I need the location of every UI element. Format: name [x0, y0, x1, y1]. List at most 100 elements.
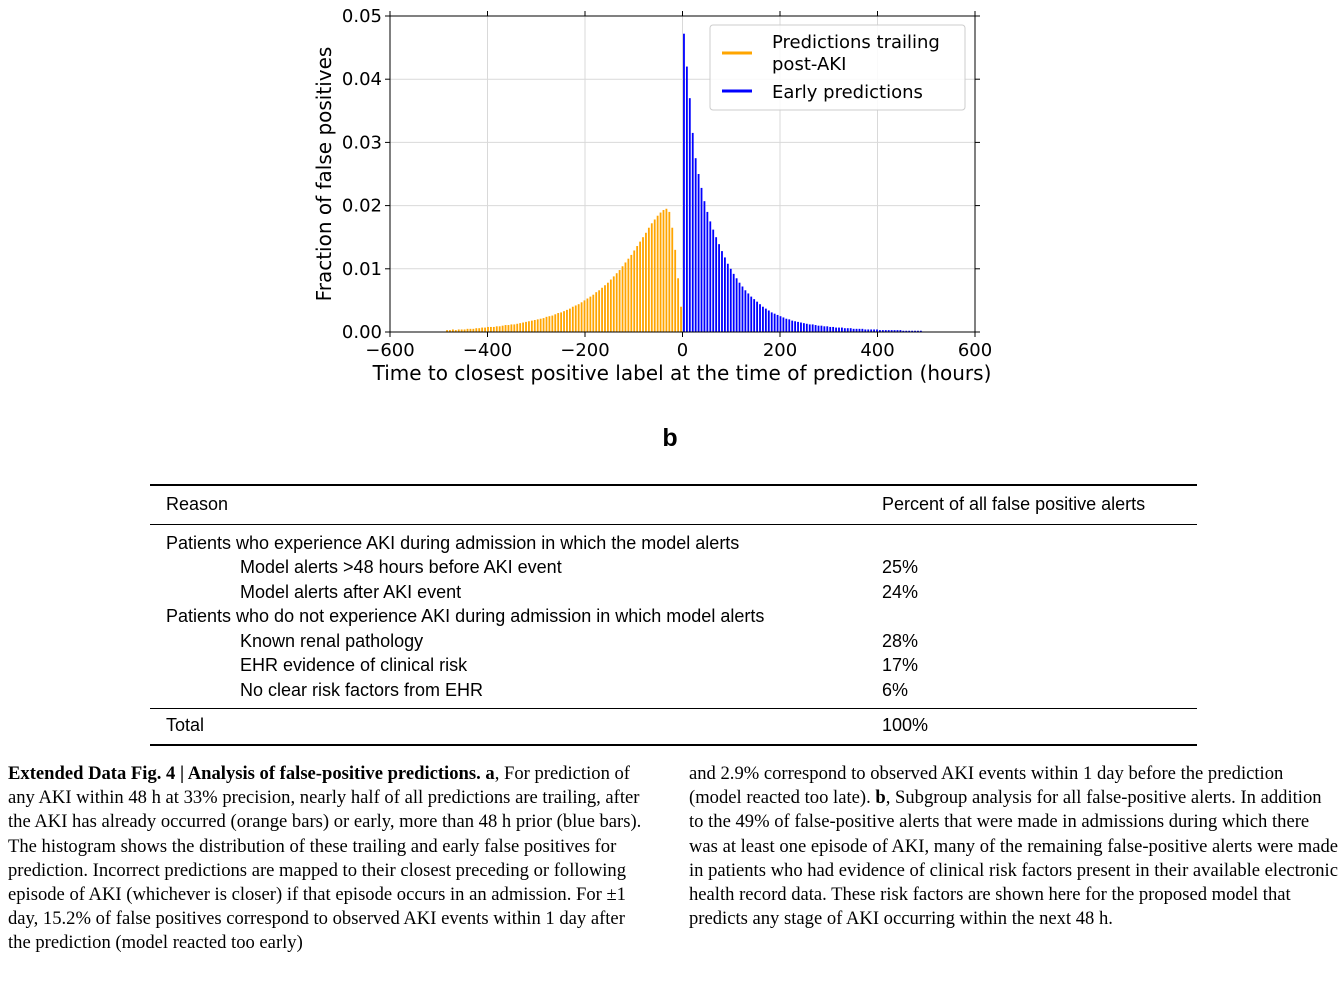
- bar-early: [785, 318, 788, 332]
- bar-trailing: [539, 318, 542, 332]
- percent-cell: [882, 524, 1197, 555]
- bar-trailing: [516, 323, 519, 332]
- bar-early: [756, 301, 758, 332]
- bar-early: [805, 323, 808, 332]
- reason-cell: Patients who do not experience AKI durin…: [166, 606, 765, 626]
- bar-early: [864, 329, 867, 332]
- bar-trailing: [560, 312, 563, 332]
- caption-panel-b-label: b: [875, 787, 886, 809]
- bar-trailing: [478, 328, 481, 332]
- bar-trailing: [674, 249, 677, 332]
- bar-trailing: [621, 266, 624, 332]
- table-header-row: Reason Percent of all false positive ale…: [150, 485, 1197, 524]
- bar-early: [712, 229, 715, 332]
- bar-trailing: [577, 304, 580, 332]
- bar-trailing: [595, 292, 598, 332]
- bar-trailing: [484, 327, 486, 332]
- reason-cell: Patients who experience AKI during admis…: [166, 532, 740, 553]
- bar-trailing: [504, 325, 507, 332]
- bar-trailing: [446, 330, 448, 332]
- bar-trailing: [665, 208, 668, 332]
- bar-early: [811, 324, 814, 332]
- reason-cell: Model alerts >48 hours before AKI event: [240, 557, 562, 577]
- chart-legend: Predictions trailing post-AKI Early pred…: [709, 24, 966, 111]
- bar-early: [741, 286, 744, 332]
- bar-trailing: [498, 326, 501, 332]
- caption-panel-a-text: , For prediction of any AKI within 48 h …: [8, 763, 642, 954]
- bar-early: [838, 327, 840, 332]
- bar-early: [902, 330, 905, 332]
- bar-trailing: [583, 300, 586, 332]
- bar-early: [732, 273, 735, 332]
- table-row: No clear risk factors from EHR 6%: [150, 678, 1197, 709]
- bar-trailing: [507, 325, 510, 332]
- bar-early: [729, 268, 732, 332]
- reason-cell: Model alerts after AKI event: [240, 581, 462, 602]
- bar-early: [726, 263, 729, 332]
- bar-trailing: [589, 296, 592, 332]
- bar-trailing: [612, 276, 615, 332]
- table-row: Model alerts >48 hours before AKI event …: [150, 555, 1197, 580]
- bar-early: [917, 330, 919, 332]
- bar-trailing: [519, 323, 522, 332]
- bar-trailing: [536, 319, 539, 332]
- bar-trailing: [636, 246, 639, 332]
- bar-early: [843, 328, 846, 332]
- bar-trailing: [662, 210, 665, 332]
- total-label: Total: [166, 715, 205, 735]
- bar-early: [703, 201, 706, 332]
- bar-early: [759, 304, 761, 332]
- header-reason: Reason: [166, 494, 229, 514]
- bar-early: [718, 244, 720, 332]
- table-row: Model alerts after AKI event 24%: [150, 580, 1197, 605]
- bar-trailing: [574, 305, 577, 332]
- bar-trailing: [671, 227, 674, 332]
- bar-trailing: [466, 328, 469, 332]
- bar-trailing: [487, 326, 489, 332]
- bar-trailing: [451, 329, 454, 332]
- bar-early: [694, 158, 697, 332]
- percent-cell: [882, 604, 1197, 629]
- percent-cell: 28%: [882, 630, 919, 651]
- caption-panel-a-label: a: [485, 763, 495, 784]
- bar-trailing: [647, 227, 650, 332]
- bar-early: [782, 317, 785, 332]
- bar-trailing: [454, 330, 457, 332]
- reason-cell: EHR evidence of clinical risk: [240, 655, 468, 675]
- bar-early: [797, 321, 799, 332]
- bar-early: [823, 326, 826, 332]
- bar-early: [887, 330, 890, 332]
- bar-trailing: [557, 313, 560, 332]
- bar-early: [832, 326, 835, 332]
- bar-trailing: [475, 328, 478, 332]
- x-tick-label: 0: [677, 340, 688, 361]
- bar-early: [691, 132, 694, 332]
- bar-trailing: [592, 294, 595, 332]
- bar-trailing: [659, 212, 662, 332]
- bar-early: [721, 251, 723, 332]
- reason-cell: No clear risk factors from EHR: [240, 679, 484, 700]
- bar-early: [770, 312, 773, 332]
- bar-trailing: [598, 290, 601, 332]
- bar-early: [709, 221, 712, 332]
- table-total-row: Total 100%: [150, 708, 1197, 745]
- bar-trailing: [490, 326, 492, 332]
- bar-early: [685, 66, 688, 332]
- y-tick-label: 0.00: [342, 322, 382, 343]
- caption-right-text-2: , Subgroup analysis for all false-positi…: [689, 787, 1339, 930]
- bar-trailing: [495, 326, 498, 332]
- bar-early: [747, 293, 750, 332]
- bar-early: [735, 278, 738, 332]
- bar-trailing: [568, 308, 571, 332]
- bar-trailing: [469, 328, 472, 332]
- figure-caption-left: Extended Data Fig. 4 | Analysis of false…: [8, 762, 648, 956]
- panel-b-label: b: [662, 424, 678, 452]
- bar-trailing: [542, 318, 545, 332]
- bar-trailing: [481, 327, 484, 332]
- bar-early: [890, 330, 893, 332]
- bar-trailing: [510, 324, 513, 332]
- bar-early: [881, 330, 884, 332]
- bar-trailing: [601, 287, 603, 332]
- bar-early: [683, 33, 685, 333]
- bar-early: [776, 314, 779, 332]
